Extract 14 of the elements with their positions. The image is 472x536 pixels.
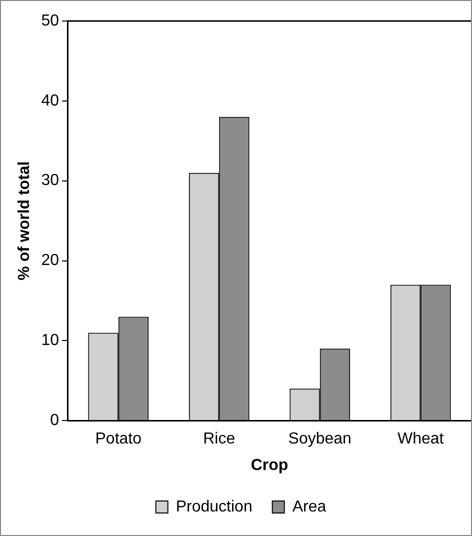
y-tick-label: 20: [41, 252, 60, 270]
legend-label: Production: [176, 498, 252, 516]
x-tick-label: Soybean: [288, 430, 352, 448]
x-tick-label: Wheat: [398, 430, 444, 448]
y-axis-title: % of world total: [16, 161, 34, 280]
y-tick-label: 10: [41, 332, 60, 350]
y-tick-label: 40: [41, 92, 60, 110]
legend-label: Area: [292, 498, 326, 516]
y-tick-label: 0: [50, 412, 60, 430]
x-axis-title: Crop: [250, 456, 288, 474]
y-tick-label: 30: [41, 172, 60, 190]
x-tick-label: Potato: [95, 430, 142, 448]
y-tick-label: 50: [41, 12, 60, 30]
x-tick-label: Rice: [203, 430, 236, 448]
